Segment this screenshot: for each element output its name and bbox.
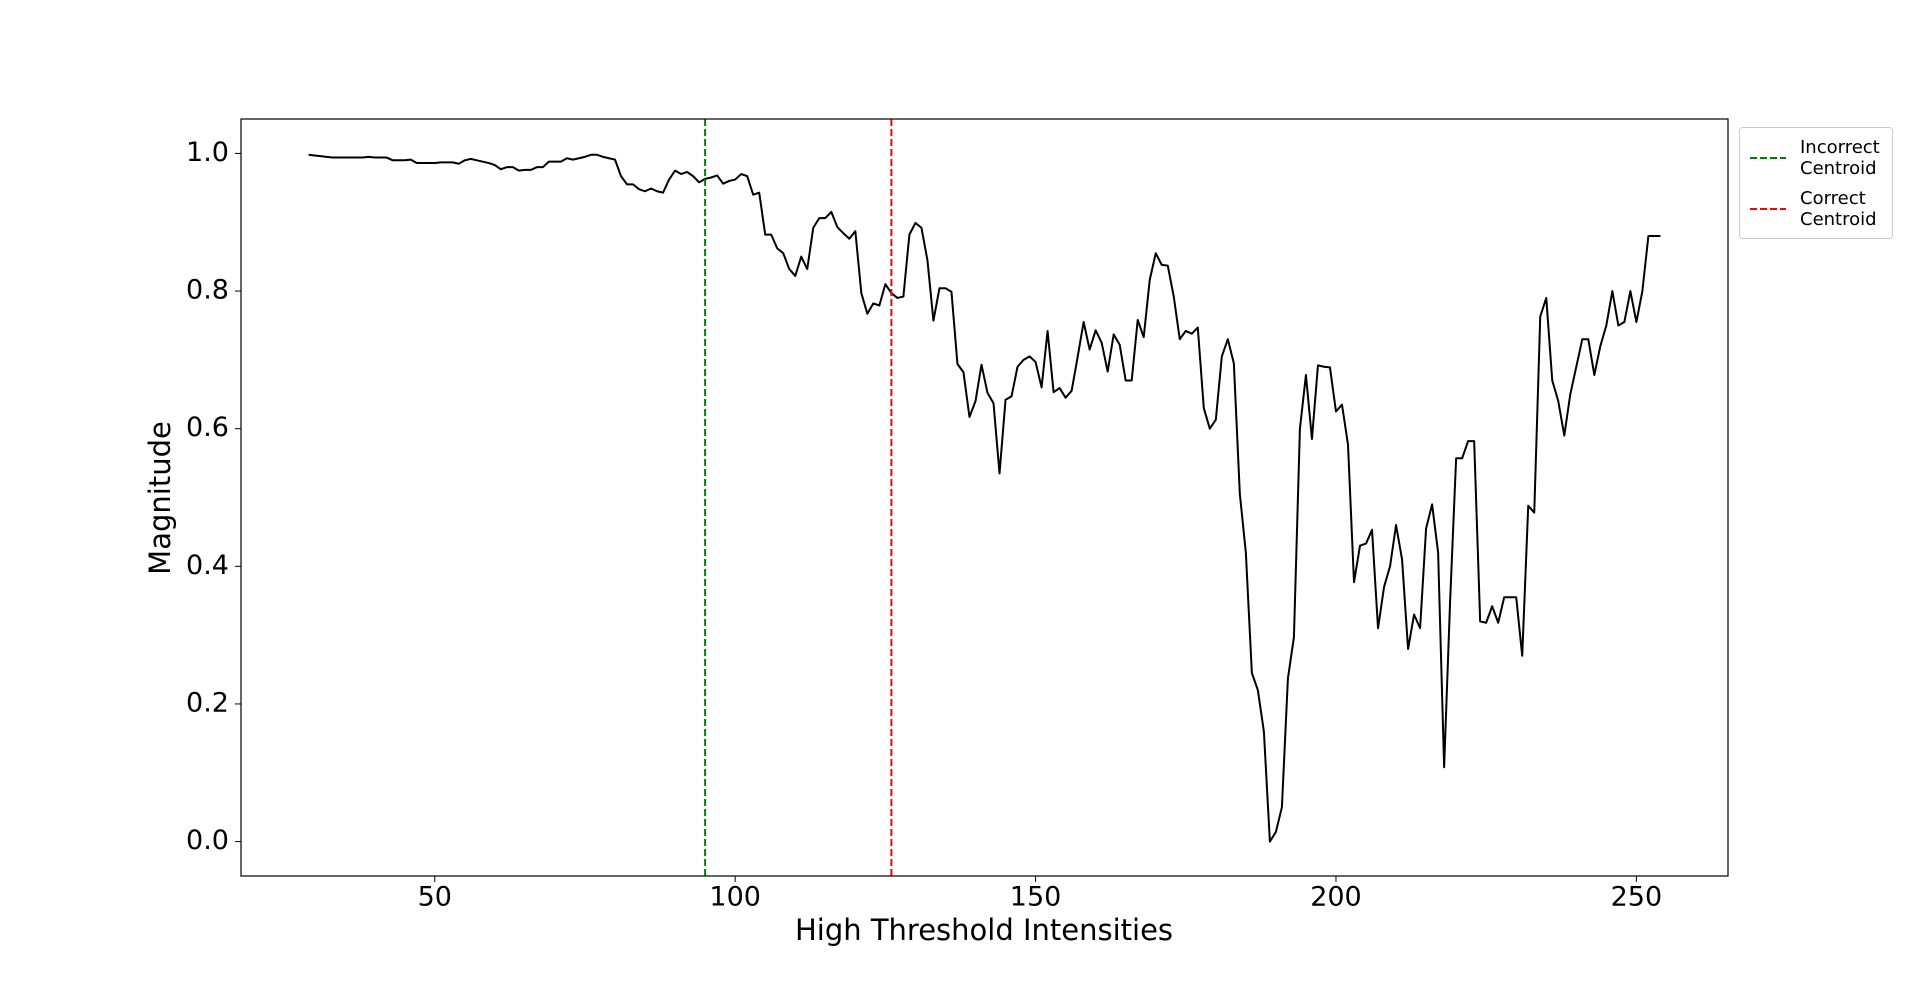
data-line: [308, 153, 1661, 843]
legend-entry: Incorrect Centroid: [1740, 132, 1892, 183]
y-tick-label: 0.6: [186, 412, 229, 443]
y-tick-label: 0.2: [186, 687, 229, 718]
legend-label: Incorrect Centroid: [1800, 136, 1880, 179]
x-tick-label: 100: [709, 882, 761, 913]
y-tick-label: 0.4: [186, 550, 229, 581]
x-tick-label: 150: [1010, 882, 1062, 913]
legend-label: Correct Centroid: [1800, 187, 1877, 230]
legend: Incorrect Centroid Correct Centroid: [1739, 127, 1893, 239]
y-axis-label: Magnitude: [143, 421, 177, 575]
x-axis-label: High Threshold Intensities: [795, 913, 1173, 947]
legend-entry: Correct Centroid: [1740, 183, 1892, 234]
plot-frame: [240, 118, 1729, 877]
legend-swatch: [1750, 207, 1786, 210]
x-tick-label: 50: [418, 882, 452, 913]
x-tick-label: 250: [1611, 882, 1663, 913]
legend-swatch: [1750, 156, 1786, 159]
x-tick-label: 200: [1310, 882, 1362, 913]
y-tick-label: 0.8: [186, 275, 229, 306]
y-tick-label: 1.0: [186, 137, 229, 168]
y-tick-label: 0.0: [186, 825, 229, 856]
